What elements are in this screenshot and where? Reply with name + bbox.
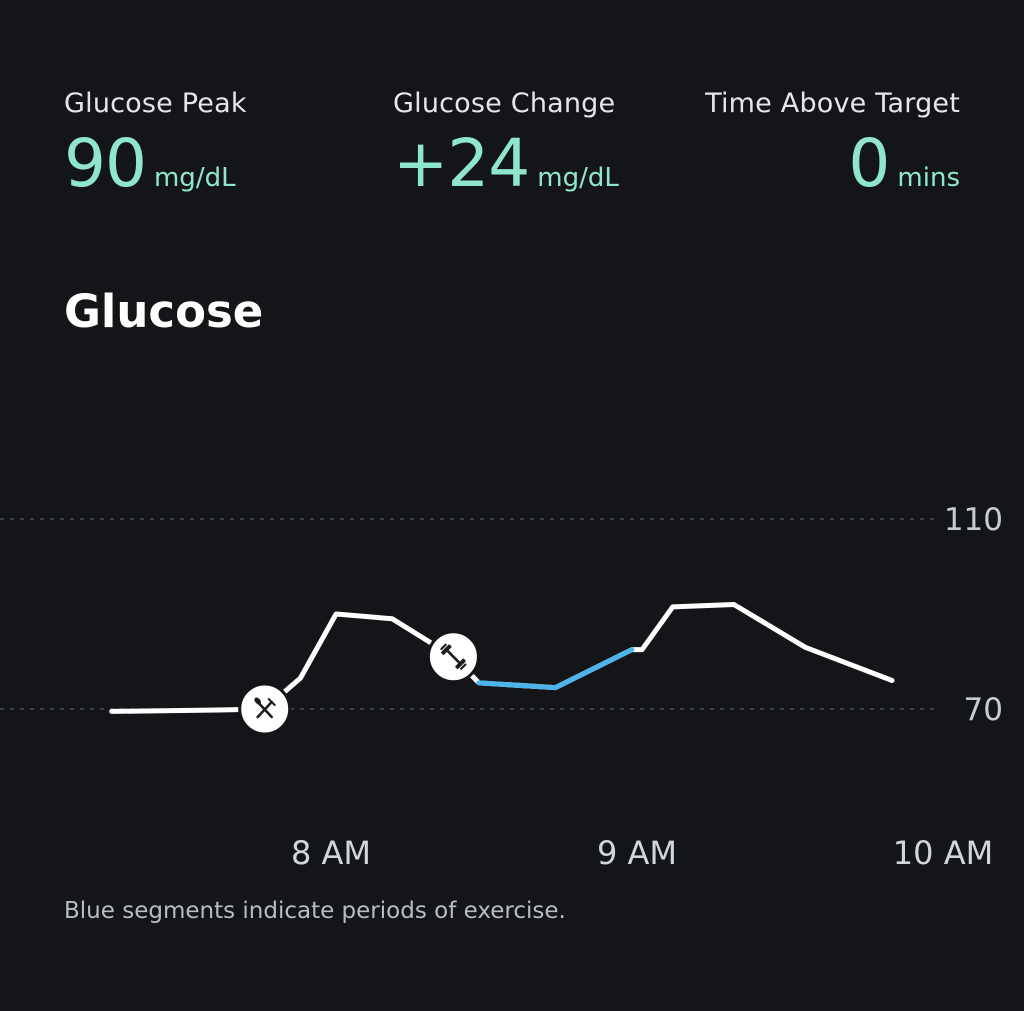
meal-marker [238,682,292,736]
glucose-peak-label: Glucose Peak [64,88,247,119]
exercise-marker [426,630,480,684]
x-tick-label-10-am: 10 AM [893,834,993,872]
glucose-change-value: +24 [393,125,530,202]
time-above-target-stat: Time Above Target 0 mins [705,88,960,197]
exercise-footnote: Blue segments indicate periods of exerci… [64,898,566,924]
y-tick-label-110: 110 [944,502,1003,538]
section-title: Glucose [64,285,264,338]
x-tick-label-9-am: 9 AM [597,834,677,872]
glucose-change-value-row: +24 mg/dL [393,131,619,197]
time-above-target-unit: mins [897,163,960,193]
glucose-peak-unit: mg/dL [153,163,236,193]
x-tick-label-8-am: 8 AM [291,834,371,872]
glucose-change-label: Glucose Change [393,88,616,119]
time-above-target-label: Time Above Target [705,88,960,119]
glucose-peak-value: 90 [64,125,147,202]
fork-knife-icon [254,697,276,719]
glucose-change-unit: mg/dL [537,163,619,193]
glucose-change-stat: Glucose Change +24 mg/dL [393,88,619,197]
exercise-segment-line [476,647,635,691]
glucose-line [109,602,895,714]
glucose-peak-stat: Glucose Peak 90 mg/dL [64,88,247,197]
dumbbell-icon [440,643,467,670]
time-above-target-value: 0 [848,125,890,202]
glucose-peak-value-row: 90 mg/dL [64,131,247,197]
y-tick-label-70: 70 [964,692,1003,728]
time-above-target-value-row: 0 mins [705,131,960,197]
